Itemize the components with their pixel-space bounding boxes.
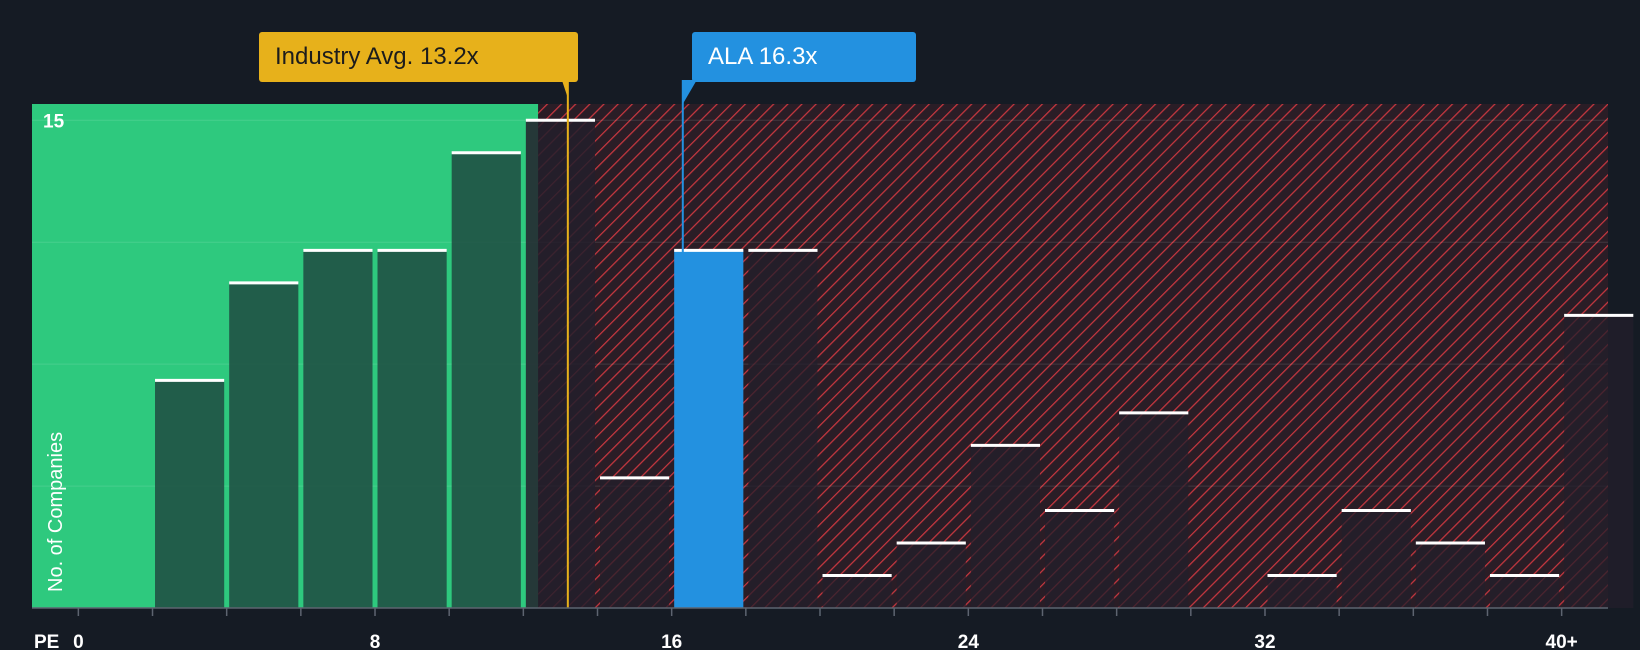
histogram-bar xyxy=(1267,575,1337,608)
x-tick-label: 32 xyxy=(1254,632,1275,650)
industry-callout-pointer xyxy=(561,80,568,98)
histogram-bar xyxy=(303,250,373,609)
histogram-bar xyxy=(1489,575,1560,608)
histogram-bar xyxy=(1119,412,1189,608)
histogram-bar xyxy=(229,282,299,608)
y-tick-label: 15 xyxy=(43,111,65,132)
histogram-bar xyxy=(525,120,596,609)
histogram-bar xyxy=(1415,542,1485,608)
industry-average-callout: Industry Avg. 13.2x xyxy=(259,32,578,82)
company-pe-callout: ALA 16.3x xyxy=(692,32,916,82)
y-axis-title: No. of Companies xyxy=(45,432,67,592)
histogram-bar xyxy=(1044,510,1115,608)
x-tick-label: 16 xyxy=(661,632,682,650)
x-tick-label: 40+ xyxy=(1546,632,1578,650)
histogram-bar xyxy=(822,575,892,608)
histogram-bar xyxy=(1564,315,1634,608)
histogram-bar xyxy=(896,542,966,608)
x-tick-label: 0 xyxy=(73,632,84,650)
histogram-bar xyxy=(451,152,521,608)
histogram-bar xyxy=(748,250,818,609)
histogram-bar xyxy=(155,380,225,608)
x-axis-title: PE xyxy=(34,632,59,650)
company-callout-pointer xyxy=(682,80,697,104)
histogram-bar xyxy=(1341,510,1411,608)
histogram-bar xyxy=(674,250,744,609)
x-tick-label: 8 xyxy=(370,632,381,650)
histogram-bar xyxy=(970,445,1040,608)
histogram-bar xyxy=(377,250,447,609)
histogram-bar xyxy=(600,477,670,608)
x-tick-label: 24 xyxy=(958,632,980,650)
